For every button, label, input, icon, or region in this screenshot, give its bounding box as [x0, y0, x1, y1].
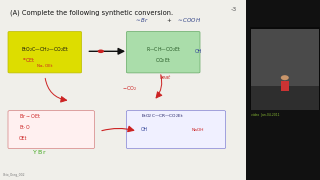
Text: $\sim$COOH: $\sim$COOH — [176, 17, 201, 24]
Text: +: + — [166, 19, 171, 24]
Text: $-$CO$_2$: $-$CO$_2$ — [122, 84, 137, 93]
Text: Br$\sim$OEt: Br$\sim$OEt — [19, 112, 41, 120]
Text: Et$\cdot$O: Et$\cdot$O — [19, 123, 31, 131]
Text: -3: -3 — [230, 7, 237, 12]
Text: CO$_2$Et: CO$_2$Et — [155, 56, 171, 65]
Text: R—CH—CO$_2$Et: R—CH—CO$_2$Et — [146, 45, 181, 54]
Text: OH: OH — [195, 49, 202, 54]
Text: EtO$_2$C—CH$_2$—CO$_2$Et: EtO$_2$C—CH$_2$—CO$_2$Et — [21, 45, 69, 54]
Text: video  Jan-04-2011: video Jan-04-2011 — [251, 113, 280, 117]
Text: EtO$_2$C—CR—CO$_2$Et: EtO$_2$C—CR—CO$_2$Et — [141, 113, 184, 120]
Text: NaOH: NaOH — [192, 128, 204, 132]
Bar — [251, 29, 319, 88]
Bar — [250, 27, 320, 121]
Text: $\sim$Br: $\sim$Br — [134, 17, 149, 24]
Bar — [0, 0, 246, 180]
Ellipse shape — [281, 75, 289, 80]
Bar — [251, 86, 319, 119]
FancyBboxPatch shape — [8, 111, 94, 148]
Text: heat: heat — [160, 75, 171, 80]
Text: $\Upsilon$ Br: $\Upsilon$ Br — [32, 148, 47, 156]
FancyBboxPatch shape — [126, 111, 226, 148]
FancyBboxPatch shape — [126, 31, 200, 73]
Text: Na, OEt: Na, OEt — [37, 64, 52, 68]
Text: (A) Complete the following synthetic conversion.: (A) Complete the following synthetic con… — [10, 10, 173, 16]
Text: $^{\ominus}$OEt: $^{\ominus}$OEt — [22, 56, 36, 65]
FancyBboxPatch shape — [8, 31, 82, 73]
Text: Ocio_Oreg_002: Ocio_Oreg_002 — [3, 173, 26, 177]
Text: OEt: OEt — [19, 136, 28, 141]
Bar — [281, 81, 289, 91]
Text: OH: OH — [141, 127, 148, 132]
Circle shape — [98, 50, 104, 53]
Bar — [250, 110, 320, 121]
